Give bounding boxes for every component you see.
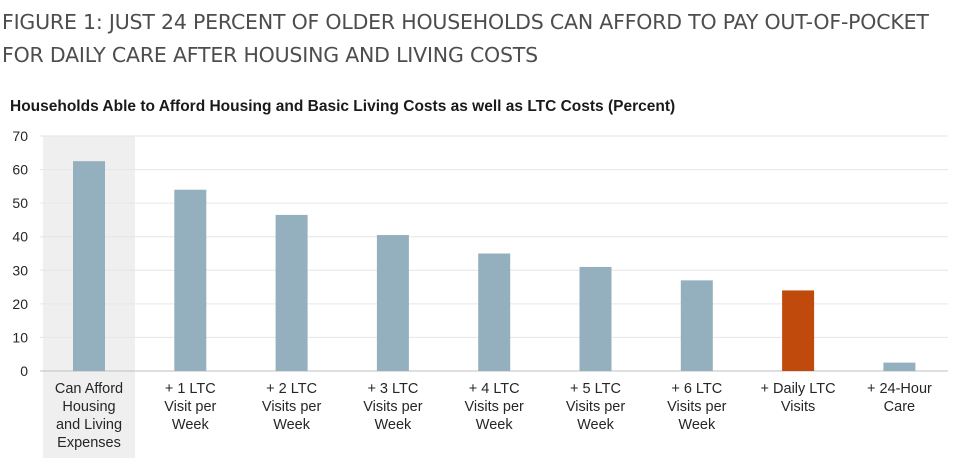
y-tick-label: 30 xyxy=(12,262,28,278)
bar xyxy=(680,280,713,371)
bar xyxy=(73,161,105,371)
bars xyxy=(73,161,916,371)
x-category-label: + 2 LTC Visits per Week xyxy=(262,381,322,433)
bar xyxy=(579,266,612,371)
y-tick-label: 20 xyxy=(12,296,28,312)
x-category-label: + 24-Hour Care xyxy=(867,381,932,415)
y-tick-label: 60 xyxy=(12,162,28,178)
x-category-label: + 1 LTC Visit per Week xyxy=(164,381,216,433)
y-tick-label: 0 xyxy=(20,363,28,379)
y-tick-label: 70 xyxy=(12,128,28,144)
bar xyxy=(376,235,409,371)
x-category-label: + 6 LTC Visits per Week xyxy=(667,381,727,433)
x-category-label: + 4 LTC Visits per Week xyxy=(465,381,525,433)
figure-title: FIGURE 1: JUST 24 PERCENT OF OLDER HOUSE… xyxy=(2,10,929,67)
x-category-label: Can Afford Housing and Living Expenses xyxy=(55,381,123,451)
x-category-label: + 3 LTC Visits per Week xyxy=(363,381,423,433)
y-tick-label: 40 xyxy=(12,229,28,245)
bar xyxy=(478,253,511,371)
x-category-label: + Daily LTC Visits xyxy=(761,381,836,415)
y-tick-label: 10 xyxy=(12,329,28,345)
x-category-label: + 5 LTC Visits per Week xyxy=(566,381,626,433)
bar xyxy=(883,362,916,371)
chart-title: Households Able to Afford Housing and Ba… xyxy=(10,98,676,115)
bar xyxy=(174,189,207,371)
y-axis-ticks: 0 10 20 30 40 50 60 70 xyxy=(12,128,28,379)
bar xyxy=(275,214,308,371)
x-axis-labels: Can Afford Housing and Living Expenses + 1 L… xyxy=(55,381,932,451)
y-tick-label: 50 xyxy=(12,195,28,211)
bar-highlight xyxy=(782,290,815,371)
